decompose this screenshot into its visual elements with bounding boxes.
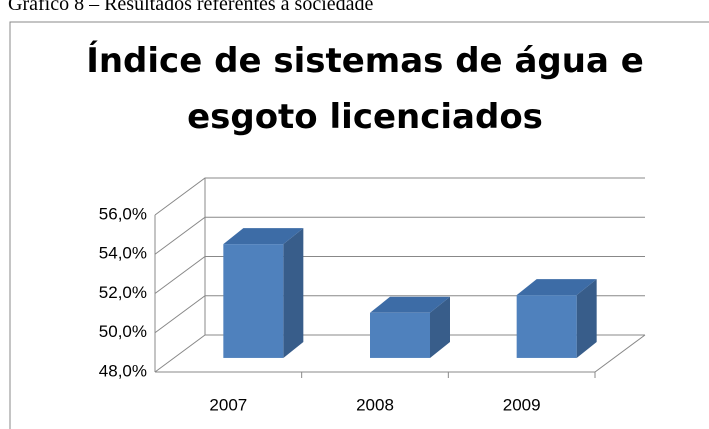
x-tick-label: 2007 <box>209 395 247 414</box>
bar <box>223 244 284 358</box>
y-tick-label: 52,0% <box>99 283 147 302</box>
bar-side <box>430 296 450 358</box>
y-tick-label: 54,0% <box>99 244 147 263</box>
bar-top <box>370 296 450 313</box>
bar <box>370 312 430 358</box>
bar-top <box>223 228 304 245</box>
bar-top <box>516 279 597 296</box>
bar <box>516 295 577 358</box>
chart-frame <box>9 21 709 429</box>
y-tick-label: 50,0% <box>99 322 147 341</box>
y-tick-label: 56,0% <box>99 204 147 223</box>
bar-side <box>576 279 597 358</box>
chart-title: Índice de sistemas de água e <box>86 40 644 81</box>
x-tick-label: 2009 <box>503 395 541 414</box>
grid-line <box>154 177 645 216</box>
y-tick-label: 48,0% <box>99 361 147 380</box>
x-tick-label: 2008 <box>356 395 394 414</box>
chart-title: esgoto licenciados <box>187 97 543 137</box>
bar-side <box>283 228 304 358</box>
caption: Gráfico 8 – Resultados referentes à soci… <box>8 0 374 15</box>
